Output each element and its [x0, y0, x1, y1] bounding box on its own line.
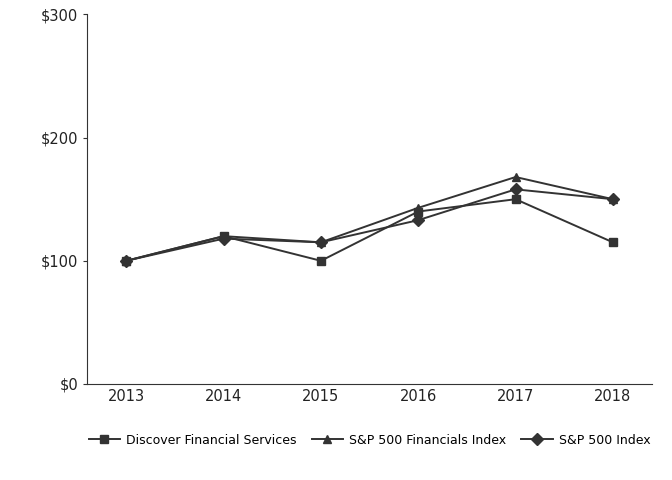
- S&P 500 Financials Index: [122, 258, 130, 264]
- S&P 500 Index: [317, 240, 325, 245]
- S&P 500 Index: [414, 217, 422, 223]
- Discover Financial Services: [220, 233, 228, 239]
- S&P 500 Index: [609, 196, 617, 202]
- S&P 500 Financials Index: [317, 240, 325, 245]
- S&P 500 Financials Index: [220, 233, 228, 239]
- Line: S&P 500 Financials Index: S&P 500 Financials Index: [122, 173, 617, 265]
- S&P 500 Index: [220, 236, 228, 241]
- Discover Financial Services: [609, 240, 617, 245]
- S&P 500 Financials Index: [609, 196, 617, 202]
- Line: S&P 500 Index: S&P 500 Index: [122, 185, 617, 265]
- Discover Financial Services: [122, 258, 130, 264]
- Line: Discover Financial Services: Discover Financial Services: [122, 195, 617, 265]
- Legend: Discover Financial Services, S&P 500 Financials Index, S&P 500 Index: Discover Financial Services, S&P 500 Fin…: [84, 429, 655, 452]
- Discover Financial Services: [414, 209, 422, 215]
- S&P 500 Index: [122, 258, 130, 264]
- S&P 500 Index: [511, 186, 519, 192]
- Discover Financial Services: [317, 258, 325, 264]
- S&P 500 Financials Index: [511, 174, 519, 180]
- Discover Financial Services: [511, 196, 519, 202]
- S&P 500 Financials Index: [414, 205, 422, 211]
